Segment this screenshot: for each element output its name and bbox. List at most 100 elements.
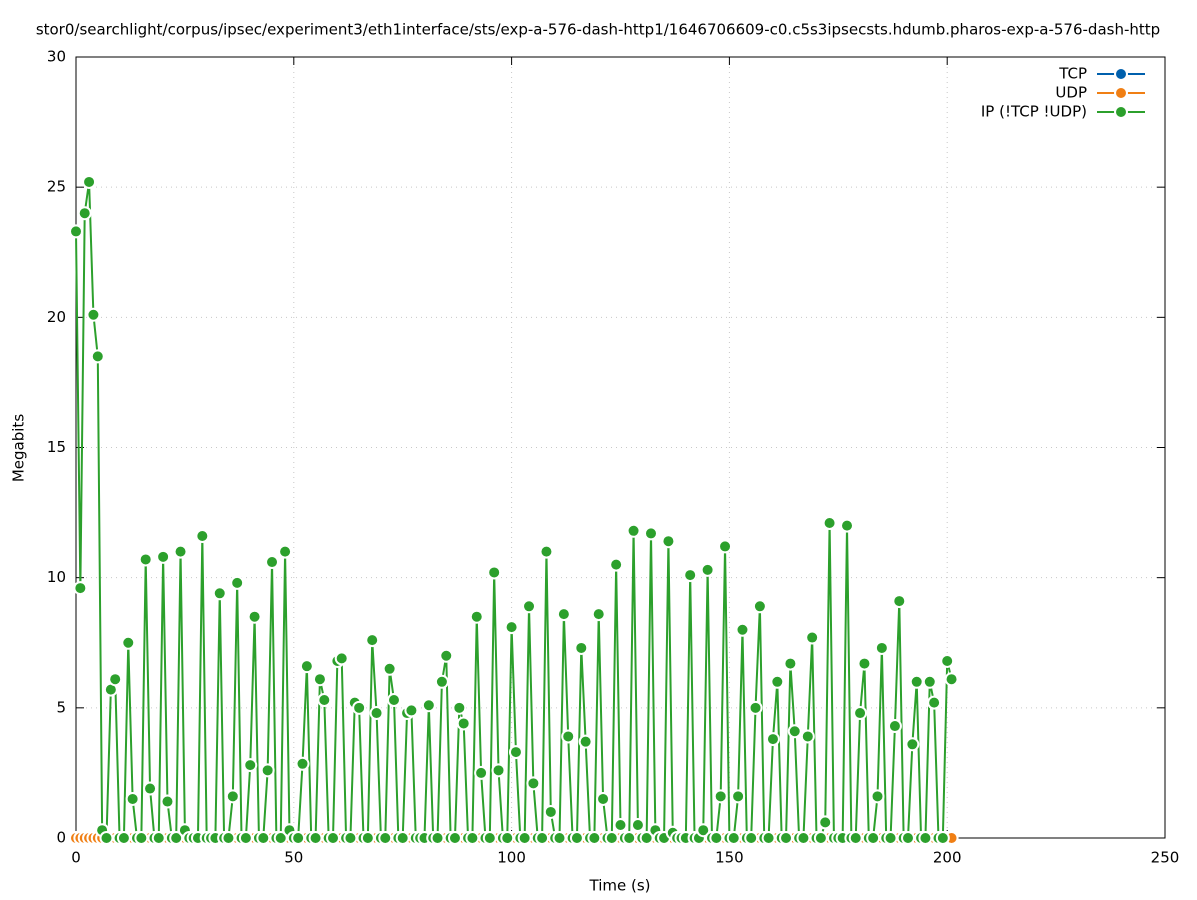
x-axis-label: Time (s) — [589, 877, 651, 895]
data-point — [312, 672, 327, 687]
y-tick-label: 15 — [47, 438, 66, 456]
x-tick-label: 0 — [71, 849, 81, 867]
data-point — [365, 633, 380, 648]
data-point — [696, 823, 711, 838]
data-point — [173, 544, 188, 559]
data-point — [326, 831, 341, 845]
data-point — [317, 693, 332, 708]
data-point — [805, 630, 820, 645]
y-tick-label: 25 — [47, 178, 66, 196]
data-point — [661, 534, 676, 549]
data-point — [787, 724, 802, 739]
data-point — [683, 568, 698, 583]
x-tick-label: 150 — [715, 849, 744, 867]
data-point — [927, 695, 942, 710]
data-point — [195, 529, 210, 544]
legend-marker — [1114, 105, 1128, 119]
data-point — [352, 700, 367, 715]
data-point — [469, 609, 484, 624]
data-point — [156, 549, 171, 564]
data-point — [134, 831, 149, 845]
data-point — [779, 831, 794, 845]
data-point — [574, 640, 589, 655]
data-point — [382, 661, 397, 676]
data-point — [291, 831, 306, 845]
data-point — [735, 622, 750, 637]
data-point — [770, 674, 785, 689]
data-point — [744, 831, 759, 845]
data-point — [556, 607, 571, 622]
data-point — [922, 674, 937, 689]
data-point — [761, 831, 776, 845]
data-point — [748, 700, 763, 715]
x-tick-label: 100 — [497, 849, 526, 867]
data-point — [482, 831, 497, 845]
data-point — [256, 831, 271, 845]
data-point — [69, 224, 83, 239]
legend-label: IP (!TCP !UDP) — [981, 103, 1087, 121]
data-point — [883, 831, 898, 845]
data-point — [278, 544, 293, 559]
data-point — [504, 620, 519, 635]
data-point — [578, 734, 593, 749]
data-point — [604, 831, 619, 845]
data-point — [378, 831, 393, 845]
data-point — [905, 737, 920, 752]
data-point — [243, 758, 258, 773]
data-point — [796, 831, 811, 845]
data-point — [713, 789, 728, 804]
data-point — [386, 693, 401, 708]
data-point — [125, 791, 140, 806]
y-axis-label: Megabits — [10, 414, 28, 482]
data-point — [870, 789, 885, 804]
y-tick-label: 30 — [47, 48, 66, 66]
data-point — [212, 586, 227, 601]
data-point — [265, 555, 280, 570]
legend-marker — [1114, 67, 1128, 81]
data-point — [225, 789, 240, 804]
data-point — [160, 794, 175, 809]
y-tick-label: 0 — [56, 829, 66, 847]
data-point — [522, 599, 537, 614]
data-point — [238, 831, 253, 845]
data-point — [500, 831, 515, 845]
data-point — [395, 831, 410, 845]
data-point — [765, 732, 780, 747]
data-point — [465, 831, 480, 845]
data-point — [639, 831, 654, 845]
data-point — [369, 706, 384, 721]
data-point — [260, 763, 275, 778]
data-point — [247, 609, 262, 624]
data-point — [909, 674, 924, 689]
data-point — [874, 640, 889, 655]
data-point — [752, 599, 767, 614]
legend-marker — [1114, 86, 1128, 100]
data-point — [643, 526, 658, 541]
data-point — [151, 831, 166, 845]
data-point — [900, 831, 915, 845]
data-point — [626, 523, 641, 538]
data-point — [800, 729, 815, 744]
data-point — [452, 700, 467, 715]
data-point — [848, 831, 863, 845]
data-point — [822, 515, 837, 530]
data-point — [731, 789, 746, 804]
data-point — [709, 831, 724, 845]
data-point — [561, 729, 576, 744]
data-point — [108, 672, 123, 687]
legend-label: TCP — [1058, 65, 1087, 83]
data-point — [840, 518, 855, 533]
data-point — [935, 831, 950, 845]
data-point — [700, 562, 715, 577]
series-line — [75, 181, 953, 842]
data-point — [430, 831, 445, 845]
data-point — [116, 831, 131, 845]
data-point — [866, 831, 881, 845]
data-point — [221, 831, 236, 845]
data-point — [918, 831, 933, 845]
y-tick-label: 20 — [47, 308, 66, 326]
data-point — [609, 557, 624, 572]
data-point — [334, 651, 349, 666]
chart-title: stor0/searchlight/corpus/ipsec/experimen… — [36, 21, 1160, 39]
